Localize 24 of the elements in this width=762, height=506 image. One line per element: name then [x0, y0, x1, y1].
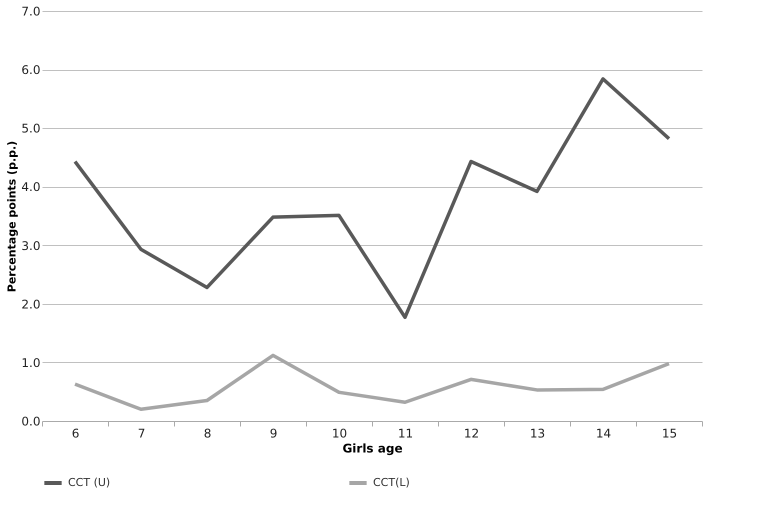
x-tick-label: 13 — [530, 426, 546, 440]
x-tick-label: 9 — [270, 426, 278, 440]
legend-label: CCT(L) — [373, 476, 410, 489]
x-axis-title: Girls age — [342, 442, 403, 456]
y-tick-label: 0.0 — [21, 414, 40, 428]
y-tick-label: 6.0 — [21, 63, 40, 78]
x-tick-label: 12 — [464, 426, 480, 440]
y-tick-label: 4.0 — [21, 180, 40, 194]
x-tick-label: 15 — [662, 426, 678, 440]
legend-label: CCT (U) — [68, 476, 110, 489]
x-tick-label: 10 — [332, 426, 348, 440]
y-tick-label: 1.0 — [21, 356, 40, 370]
x-tick-label: 14 — [596, 426, 612, 440]
y-tick-label: 5.0 — [21, 122, 40, 136]
line-series — [73, 77, 671, 320]
y-tick-label: 3.0 — [21, 238, 40, 253]
y-tick-label: 2.0 — [21, 297, 40, 312]
x-tick-label: 7 — [138, 426, 146, 440]
line-series — [73, 354, 671, 412]
y-axis-title: Percentage points (p.p.) — [5, 140, 18, 292]
y-tick-label: 7.0 — [21, 4, 40, 18]
x-tick-label: 11 — [398, 426, 414, 440]
x-tick-label: 8 — [204, 426, 212, 440]
x-tick-label: 6 — [72, 426, 80, 440]
